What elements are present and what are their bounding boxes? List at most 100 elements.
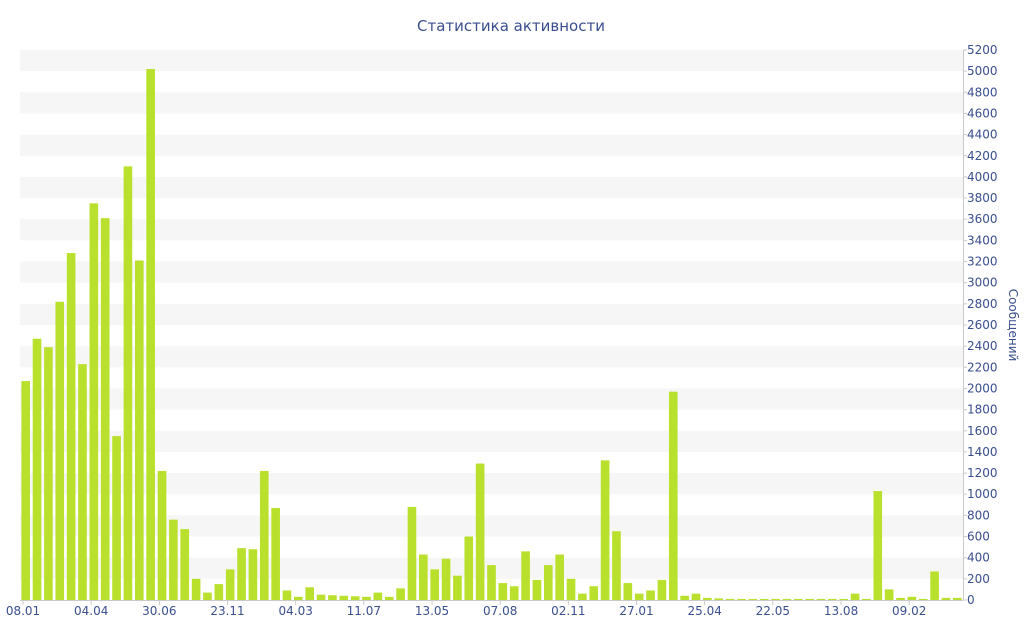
grid-band	[20, 430, 963, 452]
y-tick-label: 2000	[967, 381, 998, 395]
activity-bar[interactable]	[521, 551, 530, 600]
activity-bar[interactable]	[373, 592, 383, 600]
activity-bar[interactable]	[407, 506, 417, 600]
activity-bar[interactable]	[839, 598, 849, 600]
activity-bar[interactable]	[748, 598, 758, 600]
activity-bar[interactable]	[180, 529, 190, 600]
activity-bar[interactable]	[828, 598, 837, 600]
activity-bar[interactable]	[884, 589, 894, 600]
activity-bar[interactable]	[475, 463, 485, 600]
activity-bar[interactable]	[737, 598, 746, 600]
activity-bar[interactable]	[543, 565, 553, 600]
activity-bar[interactable]	[918, 598, 928, 600]
activity-bar[interactable]	[316, 594, 326, 600]
activity-bar[interactable]	[805, 598, 814, 600]
activity-bar[interactable]	[623, 583, 633, 600]
activity-bar[interactable]	[555, 554, 564, 600]
activity-bar[interactable]	[134, 260, 144, 600]
activity-bar[interactable]	[600, 460, 610, 600]
activity-bar[interactable]	[237, 548, 246, 600]
activity-bar[interactable]	[930, 571, 939, 600]
activity-bar[interactable]	[759, 598, 769, 600]
activity-bar[interactable]	[907, 596, 917, 600]
activity-bar[interactable]	[691, 593, 701, 600]
activity-bar[interactable]	[21, 381, 30, 600]
activity-bar[interactable]	[703, 597, 712, 600]
activity-bar[interactable]	[941, 597, 951, 600]
activity-bar[interactable]	[44, 347, 53, 600]
activity-bar[interactable]	[793, 598, 803, 600]
grid-band	[20, 176, 963, 199]
y-tick-label: 200	[967, 572, 990, 586]
activity-bar[interactable]	[100, 218, 110, 601]
activity-bar[interactable]	[668, 391, 678, 600]
activity-bar[interactable]	[498, 583, 508, 600]
activity-bar[interactable]	[680, 595, 689, 600]
activity-bar[interactable]	[32, 338, 42, 600]
activity-bar[interactable]	[305, 587, 315, 600]
activity-bar[interactable]	[578, 593, 587, 600]
activity-bar[interactable]	[362, 596, 371, 600]
activity-bar[interactable]	[509, 586, 519, 600]
y-tick-label: 4600	[967, 106, 998, 120]
activity-bar[interactable]	[566, 578, 576, 600]
activity-bar[interactable]	[294, 596, 303, 600]
grid-bands	[20, 50, 963, 579]
x-tick-label: 04.03	[278, 604, 312, 618]
activity-bar[interactable]	[55, 301, 65, 600]
y-tick-label: 3800	[967, 191, 998, 205]
x-tick-label: 30.06	[142, 604, 176, 618]
x-tick-label: 04.04	[74, 604, 108, 618]
activity-bar[interactable]	[157, 470, 167, 600]
activity-bar[interactable]	[725, 598, 735, 600]
activity-bar[interactable]	[146, 69, 155, 601]
activity-bar[interactable]	[169, 519, 178, 600]
activity-bar[interactable]	[78, 364, 87, 600]
activity-bar[interactable]	[850, 593, 860, 600]
activity-bar[interactable]	[259, 470, 269, 600]
activity-bar[interactable]	[771, 598, 780, 600]
activity-bar[interactable]	[384, 596, 394, 600]
activity-bar[interactable]	[225, 569, 235, 600]
activity-bar[interactable]	[634, 593, 644, 600]
activity-bar[interactable]	[248, 549, 258, 600]
y-tick-label: 5200	[967, 43, 998, 57]
activity-bar[interactable]	[532, 579, 542, 600]
activity-bar[interactable]	[350, 596, 360, 600]
activity-bar[interactable]	[339, 595, 349, 600]
activity-bar[interactable]	[203, 592, 212, 600]
activity-bar[interactable]	[112, 436, 121, 600]
activity-bar[interactable]	[328, 595, 337, 600]
activity-bar[interactable]	[271, 507, 280, 600]
activity-bar[interactable]	[430, 569, 440, 600]
activity-bar[interactable]	[66, 253, 76, 600]
activity-bar[interactable]	[816, 598, 826, 600]
x-tick-label: 23.11	[210, 604, 244, 618]
activity-bar[interactable]	[612, 531, 621, 600]
activity-bar[interactable]	[953, 597, 962, 600]
activity-bar[interactable]	[282, 590, 292, 600]
activity-bar[interactable]	[419, 554, 428, 600]
activity-bar[interactable]	[646, 590, 655, 600]
y-tick-label: 1000	[967, 487, 998, 501]
activity-bar[interactable]	[873, 491, 883, 600]
activity-bar[interactable]	[714, 598, 724, 600]
activity-bar[interactable]	[396, 588, 405, 600]
activity-bar[interactable]	[191, 578, 201, 600]
y-tick-label: 3600	[967, 212, 998, 226]
activity-bar[interactable]	[464, 536, 474, 600]
activity-bar[interactable]	[487, 565, 496, 600]
activity-bar[interactable]	[896, 597, 905, 600]
grid-band	[20, 50, 963, 72]
activity-bar[interactable]	[441, 558, 451, 600]
activity-bar[interactable]	[589, 586, 599, 600]
activity-bar[interactable]	[89, 203, 99, 600]
activity-bar[interactable]	[453, 575, 462, 600]
activity-bar[interactable]	[782, 598, 792, 600]
activity-bar[interactable]	[862, 598, 871, 600]
activity-bar[interactable]	[123, 166, 133, 600]
activity-bar[interactable]	[214, 584, 224, 600]
y-tick-label: 800	[967, 508, 990, 522]
activity-bar[interactable]	[657, 579, 667, 600]
